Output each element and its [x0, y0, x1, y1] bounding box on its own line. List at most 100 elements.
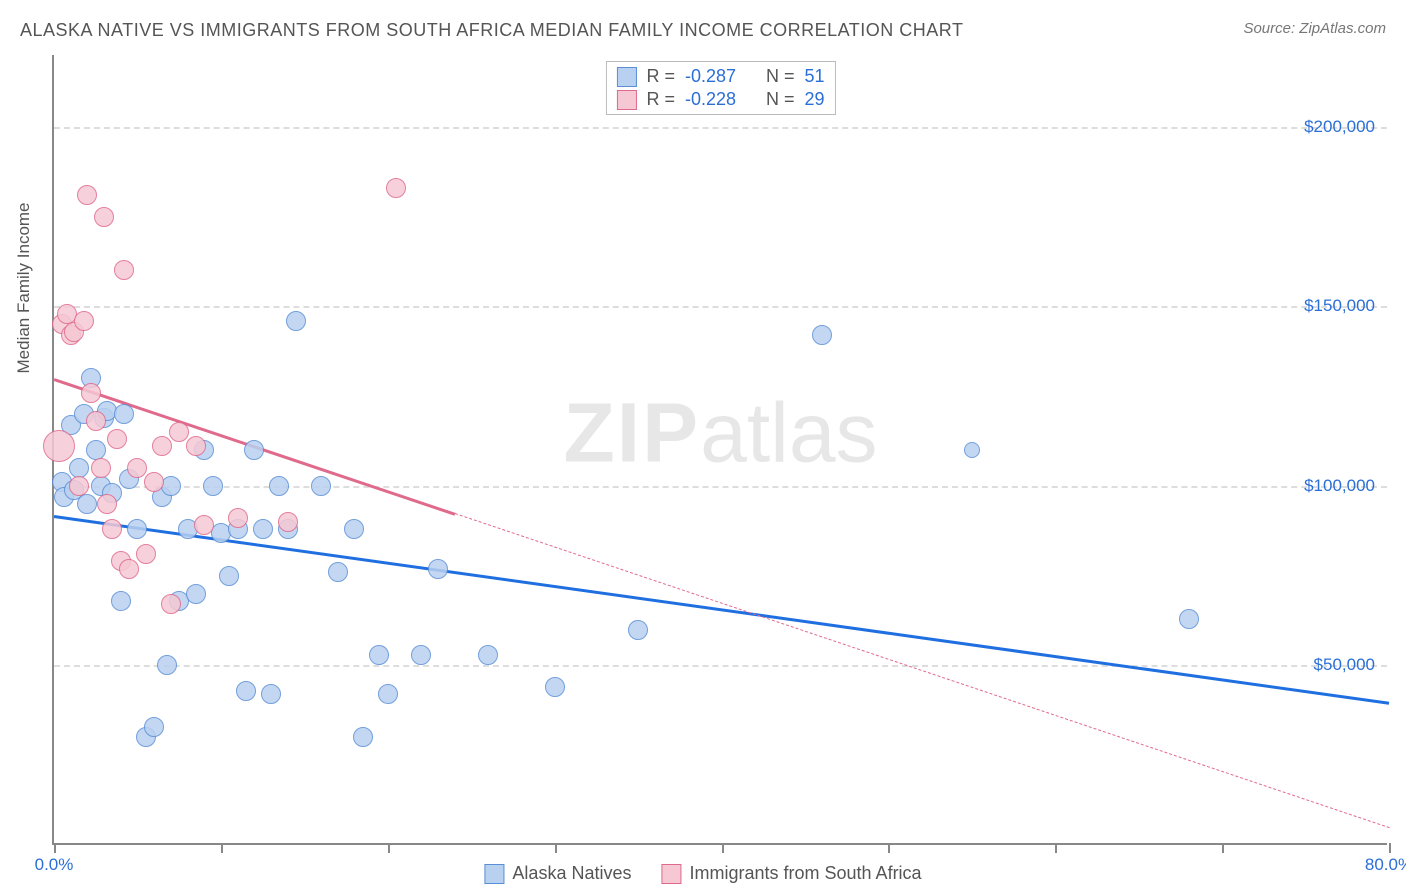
legend-item: Immigrants from South Africa [661, 863, 921, 884]
trend-line [454, 513, 1389, 828]
data-point [152, 436, 172, 456]
data-point [812, 325, 832, 345]
data-point [119, 559, 139, 579]
grid-line [54, 486, 1387, 488]
data-point [253, 519, 273, 539]
bottom-legend: Alaska Natives Immigrants from South Afri… [484, 863, 921, 884]
legend-label: Alaska Natives [512, 863, 631, 884]
y-tick-label: $100,000 [1304, 476, 1375, 496]
data-point [428, 559, 448, 579]
data-point [219, 566, 239, 586]
data-point [228, 508, 248, 528]
data-point [386, 178, 406, 198]
y-tick-label: $50,000 [1314, 655, 1375, 675]
legend-swatch [484, 864, 504, 884]
r-label: R = [646, 66, 675, 87]
data-point [161, 594, 181, 614]
legend-item: Alaska Natives [484, 863, 631, 884]
data-point [91, 458, 111, 478]
data-point [43, 430, 75, 462]
data-point [369, 645, 389, 665]
data-point [203, 476, 223, 496]
data-point [278, 512, 298, 532]
data-point [127, 458, 147, 478]
watermark-rest: atlas [700, 386, 877, 480]
x-tick [221, 843, 223, 853]
data-point [86, 411, 106, 431]
data-point [144, 472, 164, 492]
data-point [964, 442, 980, 458]
x-tick [54, 843, 56, 853]
y-tick-label: $150,000 [1304, 296, 1375, 316]
n-label: N = [766, 66, 795, 87]
legend-swatch [616, 67, 636, 87]
data-point [81, 383, 101, 403]
data-point [77, 185, 97, 205]
x-tick [888, 843, 890, 853]
grid-line [54, 306, 1387, 308]
data-point [194, 515, 214, 535]
data-point [114, 404, 134, 424]
grid-line [54, 127, 1387, 129]
data-point [378, 684, 398, 704]
n-value: 51 [805, 66, 825, 87]
x-tick [1389, 843, 1391, 853]
data-point [136, 544, 156, 564]
data-point [478, 645, 498, 665]
data-point [86, 440, 106, 460]
x-tick [555, 843, 557, 853]
data-point [353, 727, 373, 747]
data-point [169, 422, 189, 442]
data-point [269, 476, 289, 496]
data-point [144, 717, 164, 737]
data-point [328, 562, 348, 582]
data-point [261, 684, 281, 704]
data-point [111, 591, 131, 611]
plot-area: ZIPatlas Median Family Income R =-0.287N… [52, 55, 1387, 845]
data-point [107, 429, 127, 449]
data-point [236, 681, 256, 701]
data-point [186, 436, 206, 456]
stats-legend-box: R = -0.287 N = 51 R = -0.228 N = 29 [605, 61, 835, 115]
data-point [1179, 609, 1199, 629]
watermark: ZIPatlas [563, 385, 877, 482]
data-point [545, 677, 565, 697]
r-value: -0.228 [685, 89, 736, 110]
data-point [244, 440, 264, 460]
data-point [94, 207, 114, 227]
data-point [157, 655, 177, 675]
stats-row: R = -0.228 N = 29 [616, 89, 824, 110]
data-point [114, 260, 134, 280]
data-point [628, 620, 648, 640]
stats-row: R = -0.287 N = 51 [616, 66, 824, 87]
x-tick-label: 80.0% [1365, 855, 1406, 875]
data-point [77, 494, 97, 514]
n-value: 29 [805, 89, 825, 110]
data-point [344, 519, 364, 539]
legend-label: Immigrants from South Africa [689, 863, 921, 884]
x-tick [1222, 843, 1224, 853]
legend-swatch [661, 864, 681, 884]
data-point [97, 494, 117, 514]
x-tick [1055, 843, 1057, 853]
legend-swatch [616, 90, 636, 110]
data-point [102, 519, 122, 539]
chart-title: ALASKA NATIVE VS IMMIGRANTS FROM SOUTH A… [20, 20, 963, 41]
y-axis-title: Median Family Income [14, 202, 34, 373]
data-point [411, 645, 431, 665]
data-point [127, 519, 147, 539]
r-value: -0.287 [685, 66, 736, 87]
data-point [69, 476, 89, 496]
n-label: N = [766, 89, 795, 110]
data-point [311, 476, 331, 496]
x-tick-label: 0.0% [35, 855, 74, 875]
data-point [286, 311, 306, 331]
source-label: Source: ZipAtlas.com [1243, 20, 1386, 37]
data-point [186, 584, 206, 604]
data-point [74, 311, 94, 331]
r-label: R = [646, 89, 675, 110]
x-tick [388, 843, 390, 853]
watermark-bold: ZIP [563, 386, 700, 480]
y-tick-label: $200,000 [1304, 117, 1375, 137]
x-tick [722, 843, 724, 853]
